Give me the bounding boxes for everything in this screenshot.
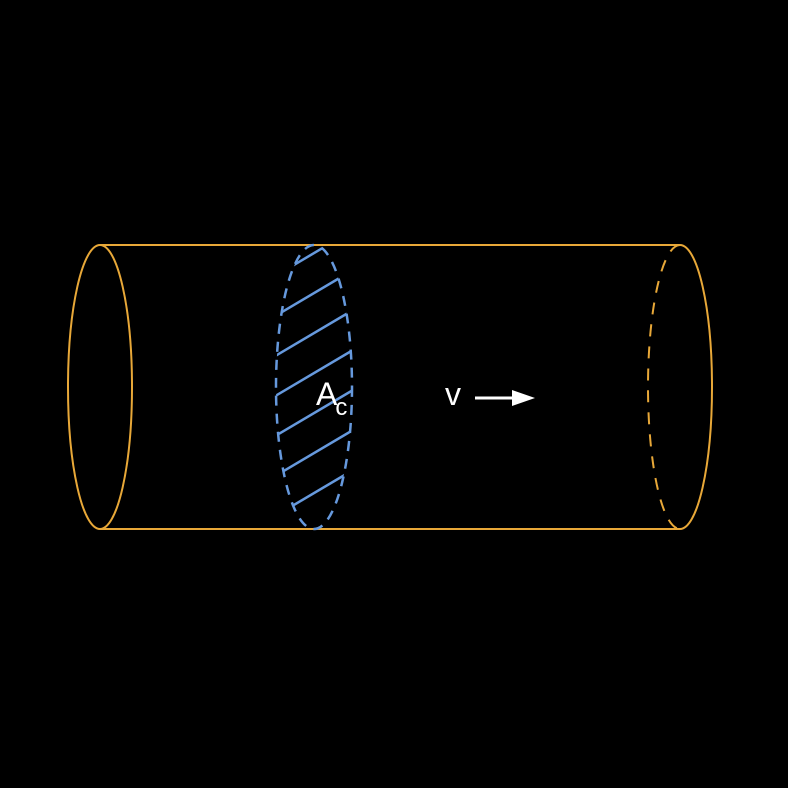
cylinder [68, 245, 712, 529]
area-label: Ac [316, 376, 347, 421]
velocity-label: v [445, 376, 461, 412]
arrow-head [512, 390, 535, 406]
cross-section [260, 220, 370, 565]
cylinder-right-front [680, 245, 712, 529]
cylinder-left-cap [68, 245, 132, 529]
hatch-pattern [260, 220, 370, 565]
labels: Ac v [316, 376, 461, 421]
velocity-arrow [475, 390, 535, 406]
cross-section-outline [276, 245, 352, 529]
flow-diagram: Ac v [0, 0, 788, 788]
cylinder-right-back [648, 245, 680, 529]
area-label-sub: c [335, 394, 347, 421]
